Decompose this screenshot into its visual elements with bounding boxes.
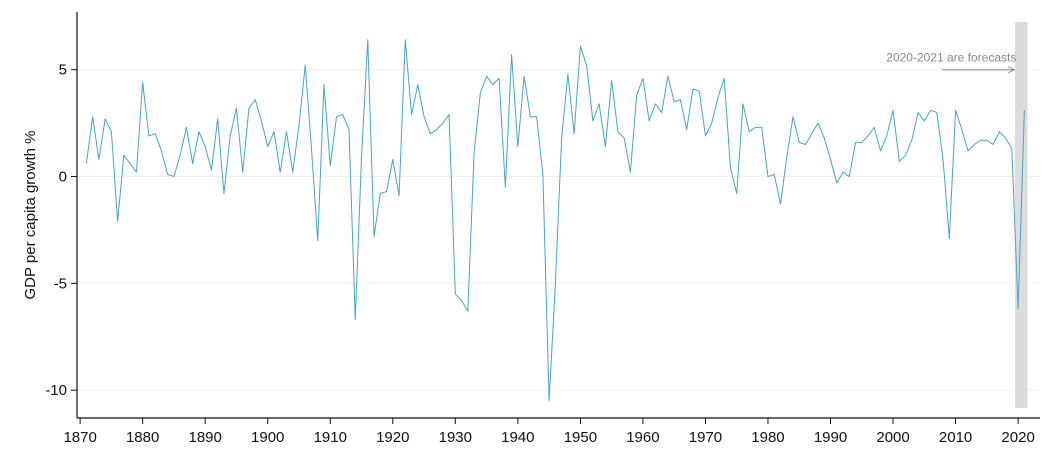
x-tick-label: 1960 [626, 429, 659, 446]
x-tick-label: 2000 [876, 429, 909, 446]
x-tick-label: 2020 [1001, 429, 1034, 446]
y-tick-label: 5 [59, 62, 67, 79]
y-tick-label: -10 [45, 382, 67, 399]
annotation-arrow-head [1008, 66, 1016, 74]
x-tick-label: 1990 [814, 429, 847, 446]
x-tick-label: 1870 [63, 429, 96, 446]
x-tick-label: 1890 [189, 429, 222, 446]
x-tick-label: 1950 [564, 429, 597, 446]
y-axis-title: GDP per capita growth % [22, 131, 39, 300]
x-tick-label: 1970 [689, 429, 722, 446]
y-tick-label: -5 [54, 275, 67, 292]
x-tick-label: 1980 [751, 429, 784, 446]
axes: 5 0 -5 -10 1870 1880 1890 1900 1910 1920 1930 1940 1… [45, 12, 1040, 446]
x-tick-label: 2010 [939, 429, 972, 446]
y-tick-label: 0 [59, 169, 67, 186]
series-line [85, 39, 1025, 402]
x-tick-label: 1940 [501, 429, 534, 446]
forecast-annotation-text: 2020-2021 are forecasts [886, 51, 1016, 65]
x-tick-label: 1880 [126, 429, 159, 446]
series-group [85, 39, 1025, 402]
annotation-group: 2020-2021 are forecasts [886, 51, 1016, 74]
x-tick-label: 1930 [439, 429, 472, 446]
x-tick-label: 1910 [314, 429, 347, 446]
x-tick-label: 1900 [251, 429, 284, 446]
x-tick-label: 1920 [376, 429, 409, 446]
gridlines [77, 69, 1040, 391]
